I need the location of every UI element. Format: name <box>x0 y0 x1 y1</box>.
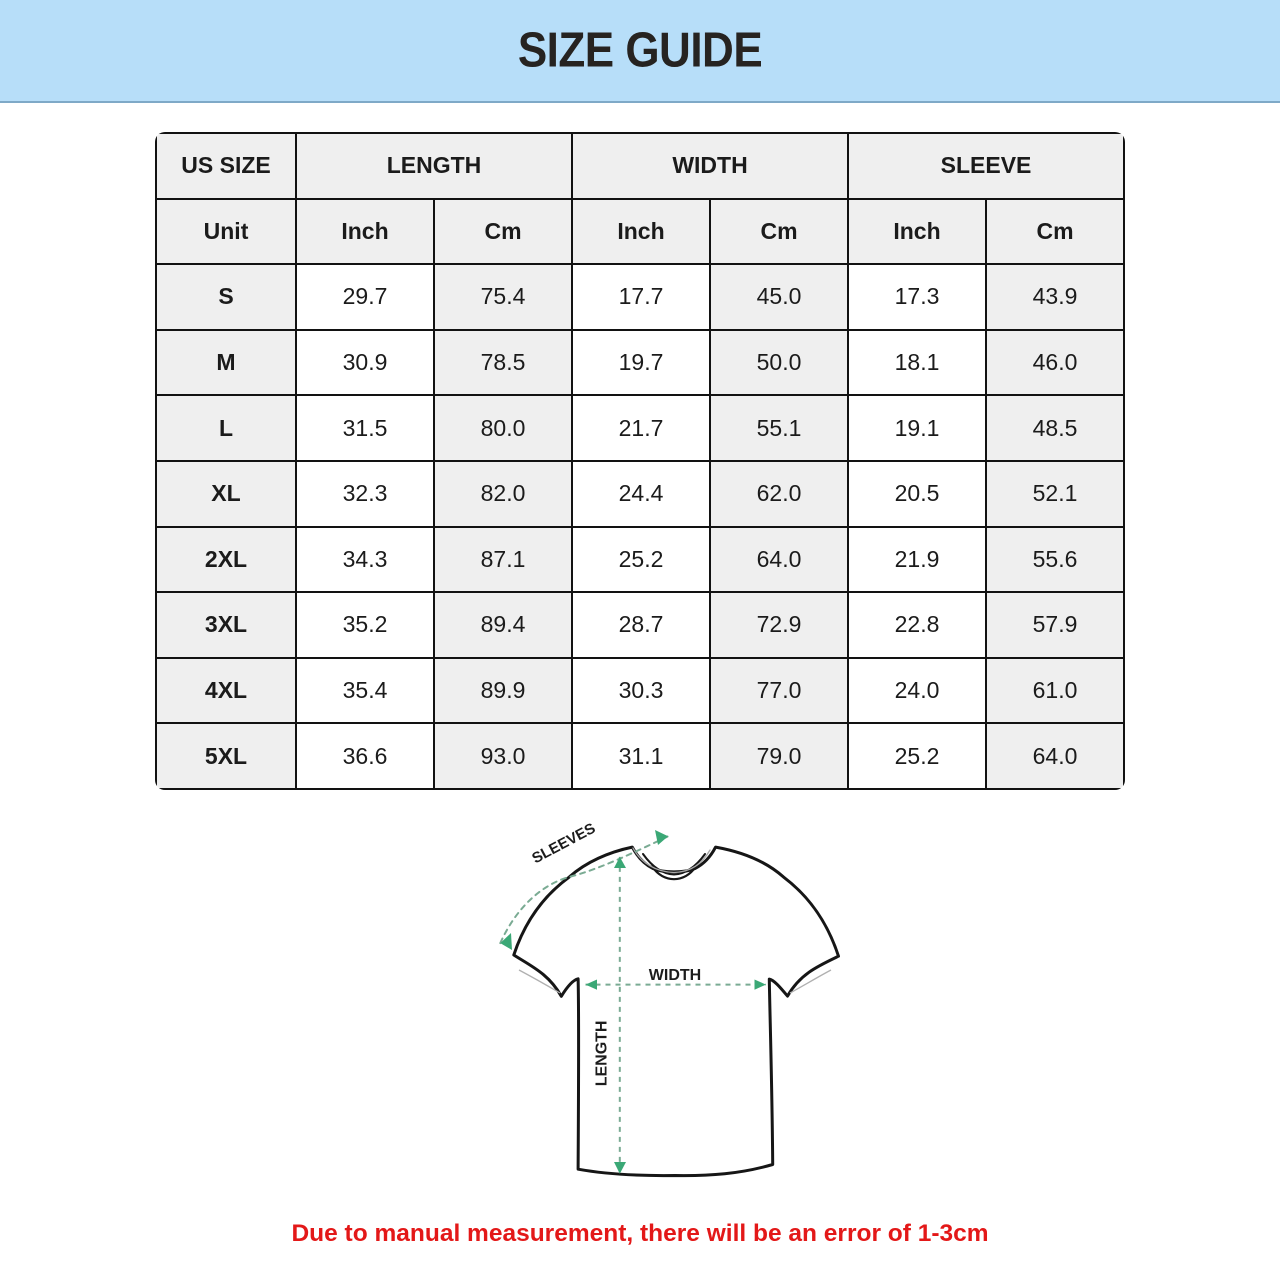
svg-text:SLEEVES: SLEEVES <box>529 820 598 867</box>
svg-text:WIDTH: WIDTH <box>649 967 701 984</box>
svg-text:LENGTH: LENGTH <box>594 1021 611 1087</box>
